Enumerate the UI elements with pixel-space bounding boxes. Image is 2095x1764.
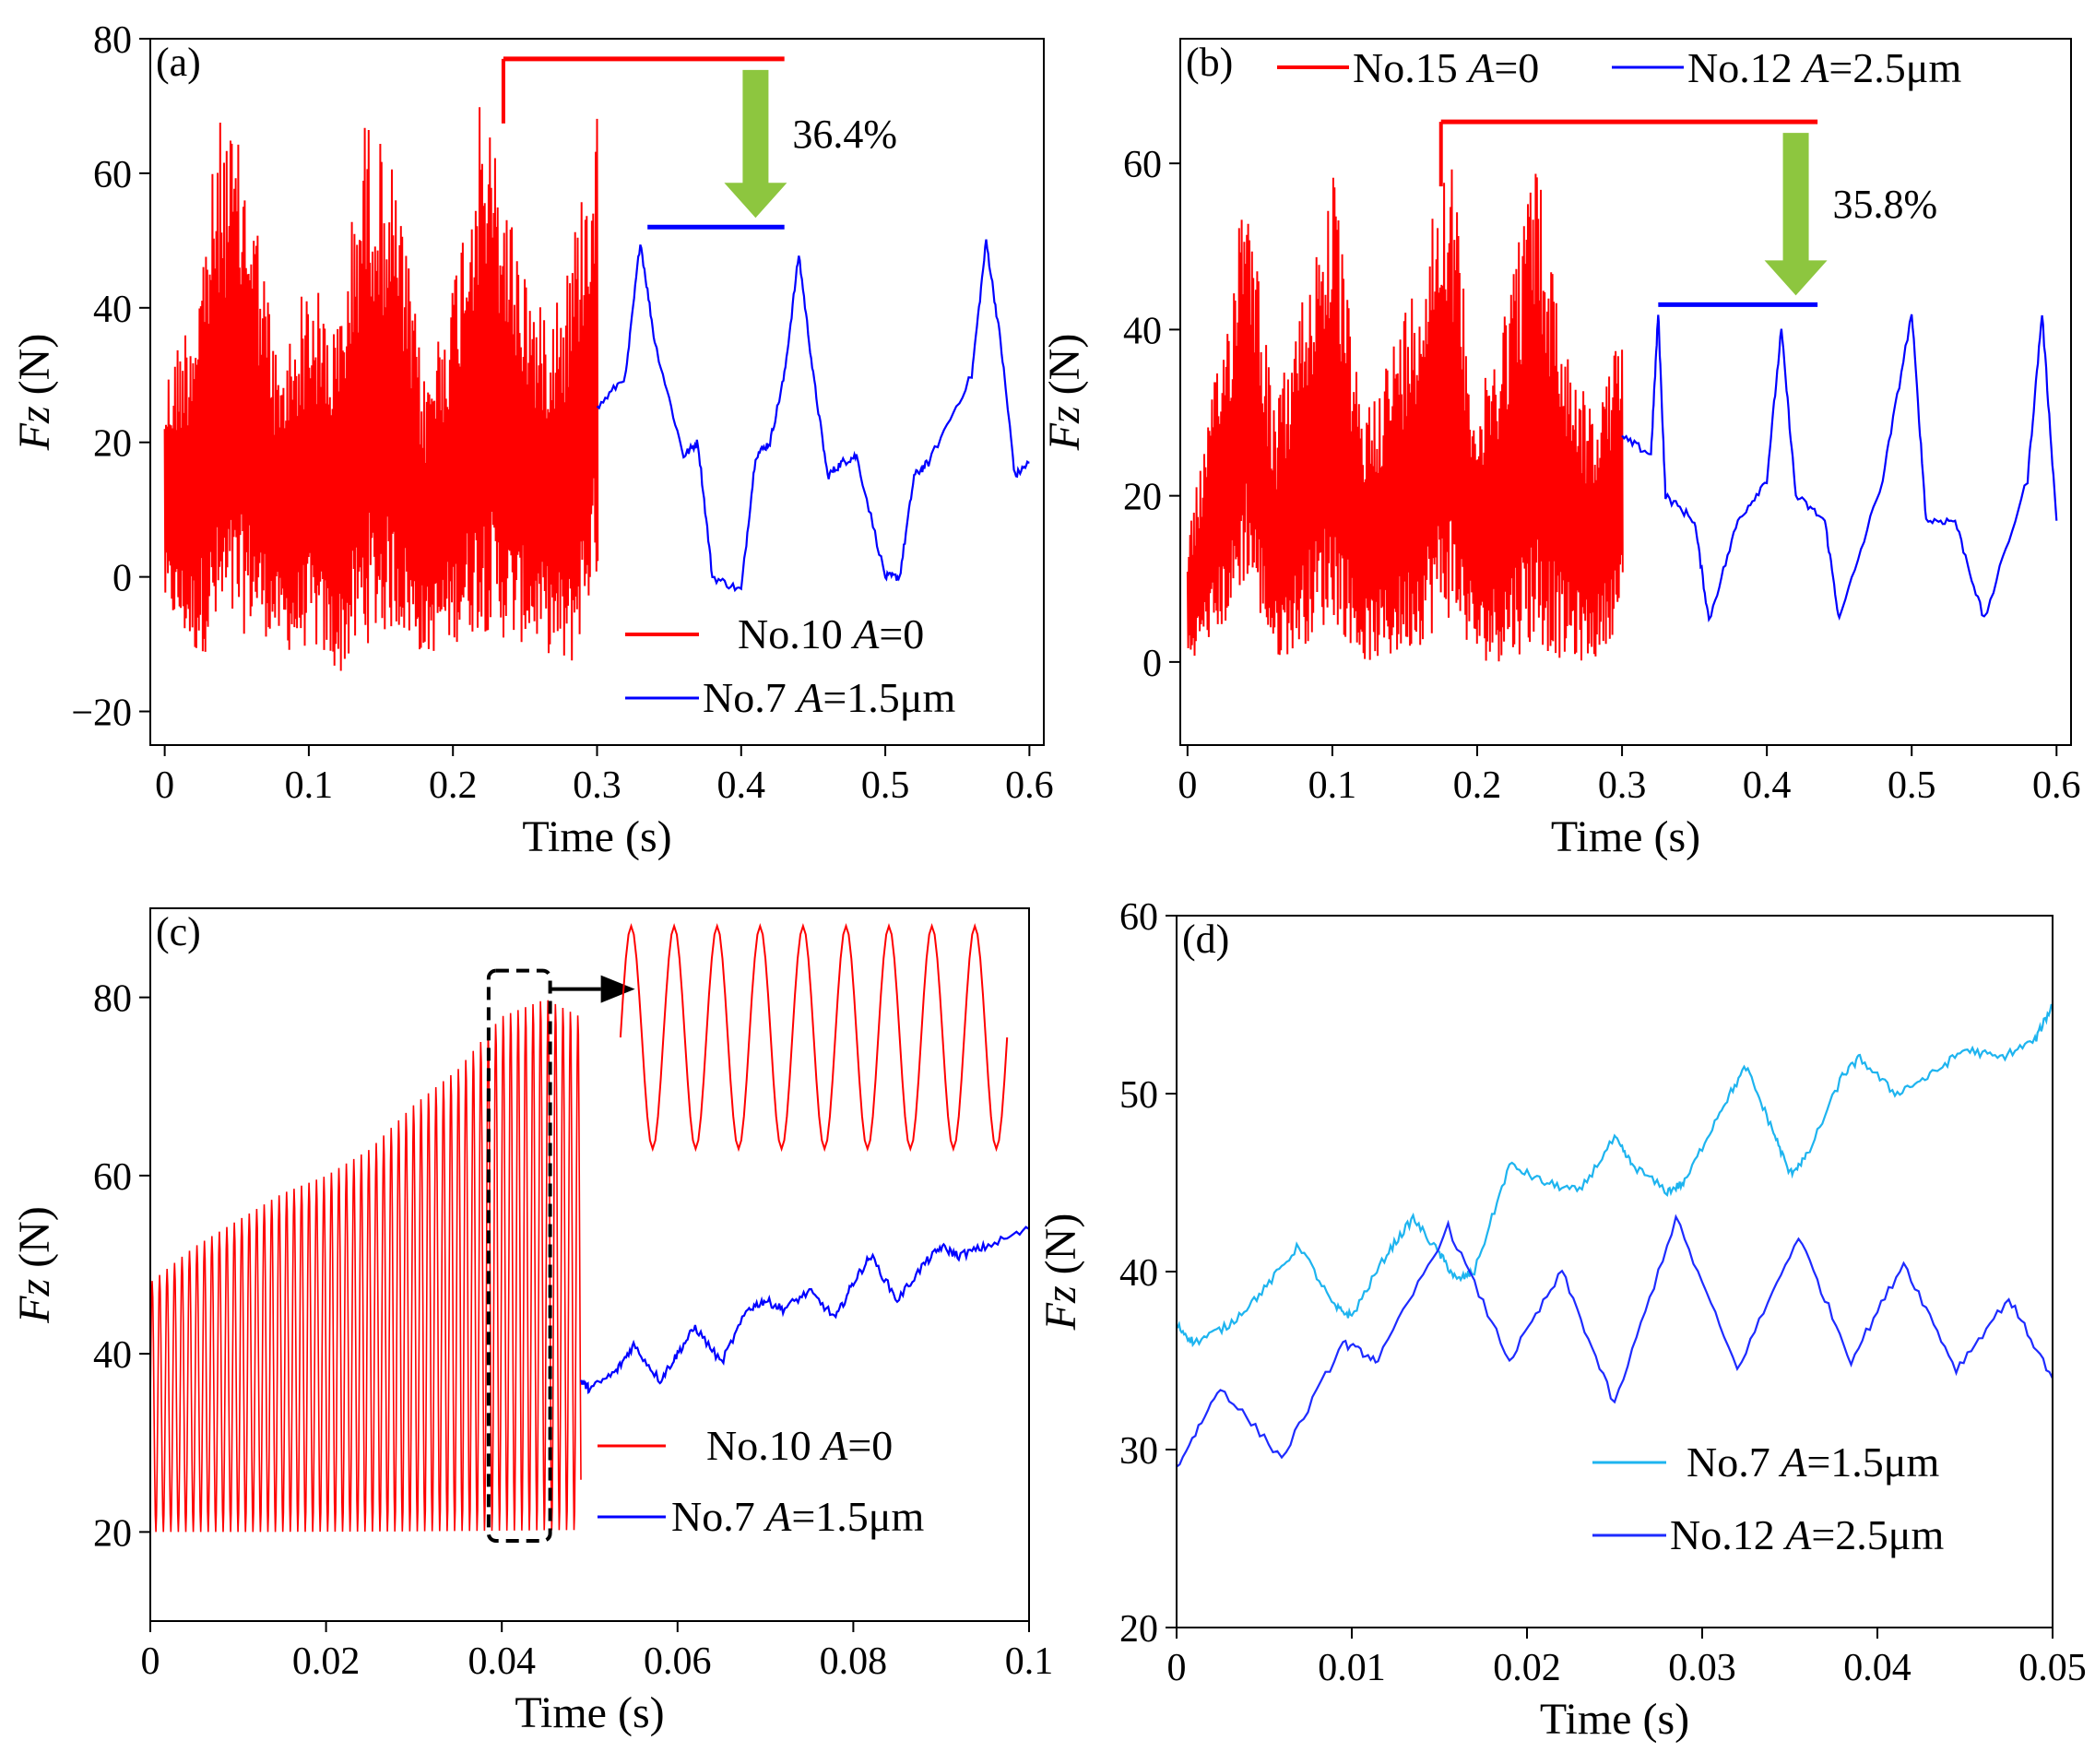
y-tick-label: 80 [93,978,132,1021]
x-tick-label: 0.6 [2032,764,2081,807]
plot-area [1186,169,2058,662]
chart-panel-c: 0 0.02 0.04 0.06 0.08 0.1 20 40 60 80 Time (s) Fz (… [10,907,1054,1737]
x-tick-label: 0.4 [1743,764,1792,807]
reduction-percentage: 36.4% [792,112,897,157]
x-axis-title: Time (s) [1540,1695,1689,1744]
y-axis-title: Fz (N) [1040,334,1089,452]
reduction-annotation: 35.8% [1438,119,1938,307]
inset-zoom-wave [619,922,1009,1153]
x-axis-title: Time (s) [1551,812,1700,861]
x-tick-label: 0.3 [573,764,621,807]
chart-panel-d: 0 0.01 0.02 0.03 0.04 0.05 20 30 40 50 60 Time (s) F… [1036,896,2087,1744]
y-tick-label: 0 [112,558,132,600]
y-tick-label: 80 [93,19,132,62]
y-tick-label: 40 [1123,310,1162,352]
y-tick-label: 20 [93,1512,132,1555]
x-tick-label: 0.1 [285,764,334,807]
y-tick-label: 20 [1119,1608,1158,1651]
plot-area [150,1000,1029,1533]
y-axis-title: Fz (N) [10,1206,59,1324]
x-tick-label: 0.01 [1318,1647,1386,1689]
x-tick-label: 0.1 [1005,1640,1054,1683]
chart-panel-a: 0 0.1 0.2 0.3 0.4 0.5 0.6 −20 0 20 40 60 80 Time (s) F… [10,19,1054,861]
x-tick-label: 0 [1178,764,1197,807]
legend-label: No.10 A=0 [706,1422,893,1469]
x-tick-label: 0 [155,764,174,807]
legend: No.15 A=0 No.12 A=2.5μm [1277,44,1961,91]
x-tick-label: 0.04 [1843,1647,1912,1689]
zoom-box [486,968,552,1544]
chart-panel-b: 0 0.1 0.2 0.3 0.4 0.5 0.6 0 20 40 60 Time (s) Fz (N)… [1040,38,2081,861]
y-tick-label: 40 [93,1334,132,1377]
series-line-0 [1186,169,1624,662]
x-tick-label: 0.03 [1668,1647,1736,1689]
x-tick-label: 0.02 [1493,1647,1561,1689]
series-line-1 [579,1225,1029,1395]
series-line-1 [1177,1213,2053,1468]
x-axis-title: Time (s) [515,1688,664,1737]
x-tick-label: 0 [141,1640,160,1683]
y-tick-label: −20 [71,693,132,735]
y-tick-label: 50 [1119,1074,1158,1117]
plot-frame [1179,38,2072,746]
reduction-annotation: 36.4% [501,56,897,230]
legend-label: No.15 A=0 [1353,44,1539,91]
plot-area [1177,1003,2053,1468]
y-tick-label: 40 [93,289,132,331]
legend-label: No.7 A=1.5μm [703,674,955,721]
panel-label: (b) [1186,40,1233,85]
x-tick-label: 0.5 [861,764,910,807]
series-line-0 [163,107,599,671]
legend-label: No.7 A=1.5μm [671,1493,924,1540]
x-tick-label: 0.04 [468,1640,536,1683]
y-tick-label: 30 [1119,1430,1158,1473]
y-axis-title: Fz (N) [10,334,59,452]
y-tick-label: 60 [1119,896,1158,939]
y-tick-label: 60 [1123,144,1162,186]
legend: No.10 A=0 No.7 A=1.5μm [598,1422,924,1540]
down-arrow-icon [1764,133,1828,296]
x-tick-label: 0.4 [717,764,766,807]
legend-label: No.12 A=2.5μm [1670,1511,1944,1558]
plot-area [163,107,1030,671]
x-tick-label: 0.08 [820,1640,888,1683]
series-line-0 [150,1000,582,1533]
arrow-right-icon [600,975,635,1003]
x-tick-label: 0.05 [2018,1647,2087,1689]
y-tick-label: 60 [93,1156,132,1199]
x-tick-label: 0.3 [1598,764,1647,807]
x-tick-label: 0 [1167,1647,1187,1689]
x-tick-label: 0.02 [292,1640,361,1683]
series-line-1 [1621,314,2058,622]
series-line-0 [1177,1003,2053,1348]
y-tick-label: 60 [93,154,132,196]
x-axis-title: Time (s) [522,812,671,861]
x-tick-label: 0.5 [1888,764,1936,807]
plot-frame [149,907,1030,1622]
legend: No.10 A=0 No.7 A=1.5μm [625,610,955,721]
legend-label: No.10 A=0 [738,610,924,657]
legend-label: No.7 A=1.5μm [1687,1438,1939,1486]
y-tick-label: 20 [1123,477,1162,519]
y-tick-label: 40 [1119,1252,1158,1295]
y-tick-label: 20 [93,423,132,466]
panel-label: (c) [156,909,201,954]
y-tick-label: 0 [1142,643,1162,685]
legend-label: No.12 A=2.5μm [1687,44,1961,91]
panel-label: (d) [1182,917,1229,962]
down-arrow-icon [724,69,787,219]
panel-label: (a) [156,40,201,85]
x-tick-label: 0.1 [1308,764,1357,807]
y-axis-title: Fz (N) [1036,1213,1085,1332]
series-line-1 [596,239,1030,593]
legend: No.7 A=1.5μm No.12 A=2.5μm [1592,1438,1944,1558]
x-tick-label: 0.06 [644,1640,712,1683]
x-tick-label: 0.2 [1453,764,1502,807]
x-tick-label: 0.2 [429,764,478,807]
reduction-percentage: 35.8% [1833,182,1938,227]
x-tick-label: 0.6 [1005,764,1054,807]
